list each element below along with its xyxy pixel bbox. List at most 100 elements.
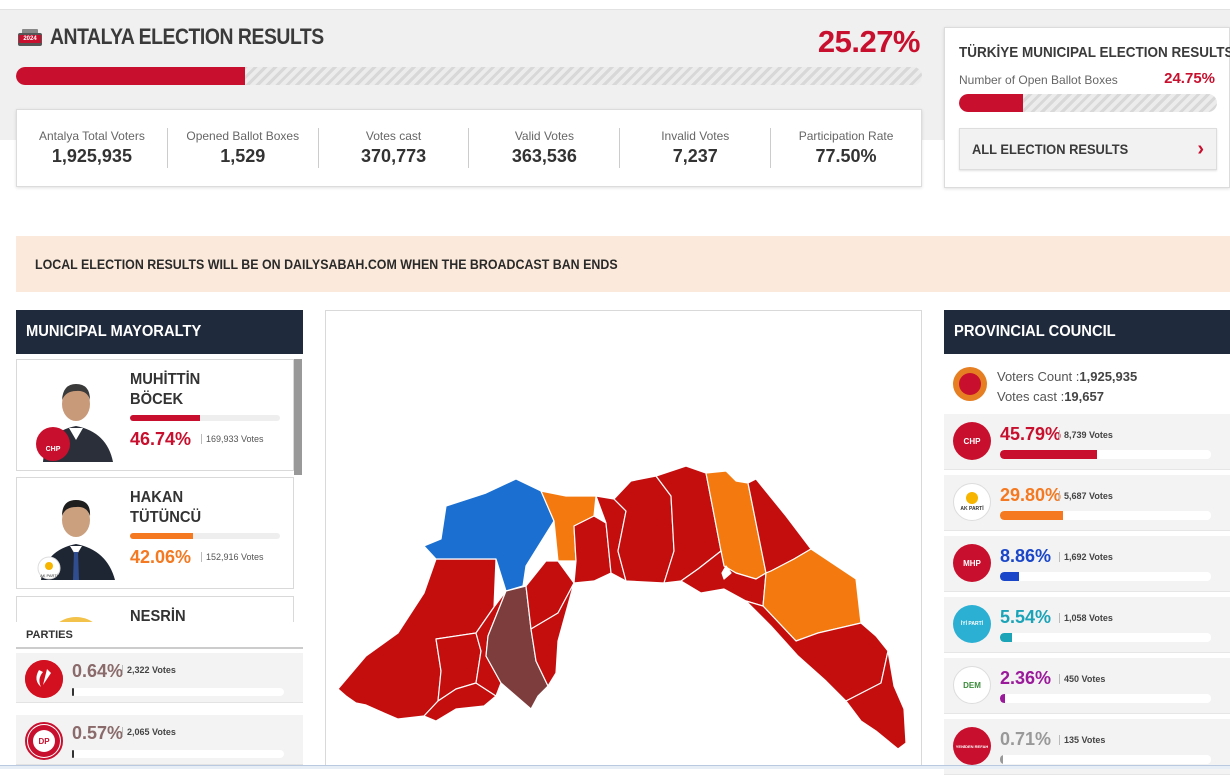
header-progress-bar <box>16 67 922 85</box>
party-vote-bar <box>72 688 284 696</box>
turkiye-progress-bar <box>959 94 1217 112</box>
window-bottom-edge <box>0 765 1230 769</box>
council-vote-bar <box>1000 694 1211 703</box>
turkiye-subtitle: Number of Open Ballot Boxes <box>959 73 1118 87</box>
party-vote-bar <box>72 750 284 758</box>
stat-participation-rate: Participation Rate 77.50% <box>798 129 894 166</box>
yeniden-refah-logo-icon: YENİDEN REFAH <box>953 727 991 765</box>
candidate-votes: 169,933 Votes <box>201 434 264 444</box>
party-vote-bar-fill <box>72 750 75 758</box>
map-district-konyaalti <box>573 515 612 584</box>
candidate-name: HAKAN TÜTÜNCÜ <box>130 489 202 526</box>
svg-text:DP: DP <box>38 737 50 746</box>
council-party-percent: 0.71% <box>1000 729 1052 749</box>
council-party-votes: 1,692 Votes <box>1059 552 1113 562</box>
candidate-photo: AK PARTİ <box>37 500 115 580</box>
party-percent: 0.64% <box>72 661 124 681</box>
council-party-votes: 1,058 Votes <box>1059 613 1113 623</box>
council-party-row[interactable]: İYİ PARTİ 5.54% 1,058 Votes <box>944 597 1230 653</box>
party-logo-icon <box>25 660 63 698</box>
candidate-name: NESRİN <box>130 608 186 625</box>
candidate-vote-bar <box>130 415 280 421</box>
mayoralty-scrollbar[interactable] <box>294 359 302 475</box>
council-vote-bar <box>1000 511 1211 520</box>
council-vote-bar-fill <box>1000 511 1063 520</box>
dem-parti-logo-icon: DEM <box>953 666 991 704</box>
all-election-results-button[interactable]: ALL ELECTION RESULTS › <box>959 128 1217 170</box>
turkiye-progress-fill <box>959 94 1023 112</box>
turkiye-percent: 24.75% <box>1164 70 1215 87</box>
council-party-row[interactable]: AK PARTİ 29.80% 5,687 Votes <box>944 475 1230 531</box>
turkiye-title: TÜRKİYE MUNICIPAL ELECTION RESULTS <box>959 44 1230 61</box>
map-district-aksu <box>613 475 675 584</box>
svg-text:AK PARTİ: AK PARTİ <box>40 573 58 578</box>
council-party-percent: 8.86% <box>1000 546 1052 566</box>
council-vote-bar <box>1000 633 1211 642</box>
council-party-row[interactable]: DEM 2.36% 450 Votes <box>944 658 1230 714</box>
party-row[interactable]: DP 0.57% 2,065 Votes <box>16 715 303 765</box>
provincial-voters-count: Voters Count :1,925,935 <box>997 369 1138 384</box>
map-district-east-coast <box>845 650 907 750</box>
national-seal-icon <box>953 367 987 401</box>
stat-valid-votes: Valid Votes 363,536 <box>469 128 621 168</box>
council-vote-bar-fill <box>1000 572 1019 581</box>
council-party-votes: 8,739 Votes <box>1059 430 1113 440</box>
council-vote-bar-fill <box>1000 694 1005 703</box>
council-party-row[interactable]: CHP 45.79% 8,739 Votes <box>944 414 1230 470</box>
candidate-percent: 46.74% <box>130 429 192 449</box>
iyi-parti-logo-icon: İYİ PARTİ <box>953 605 991 643</box>
council-vote-bar-fill <box>1000 755 1004 764</box>
council-vote-bar <box>1000 755 1211 764</box>
council-vote-bar <box>1000 450 1211 459</box>
council-party-votes: 5,687 Votes <box>1059 491 1113 501</box>
chevron-right-icon: › <box>1197 137 1204 160</box>
candidate-percent: 42.06% <box>130 547 192 567</box>
district-map[interactable] <box>325 310 922 769</box>
svg-text:CHP: CHP <box>46 446 61 453</box>
council-vote-bar <box>1000 572 1211 581</box>
turkiye-results-card: TÜRKİYE MUNICIPAL ELECTION RESULTS Numbe… <box>944 27 1230 188</box>
stats-card: Antalya Total Voters 1,925,935 Opened Bal… <box>16 109 922 187</box>
council-vote-bar-fill <box>1000 633 1012 642</box>
provincial-council-heading: PROVINCIAL COUNCIL <box>944 310 1230 354</box>
provincial-council-info: Voters Count :1,925,935 Votes cast :19,6… <box>944 354 1230 414</box>
council-party-votes: 135 Votes <box>1059 735 1105 745</box>
council-party-votes: 450 Votes <box>1059 674 1105 684</box>
candidate-card[interactable]: AK PARTİ HAKAN TÜTÜNCÜ 42.06% 152,916 Vot… <box>16 477 294 589</box>
stat-votes-cast: Votes cast 370,773 <box>319 128 470 168</box>
page-header: 2024 ANTALYA ELECTION RESULTS <box>16 24 361 50</box>
broadcast-ban-banner: LOCAL ELECTION RESULTS WILL BE ON DAILYS… <box>16 236 1230 292</box>
candidate-vote-bar <box>130 533 280 539</box>
council-party-percent: 45.79% <box>1000 424 1062 444</box>
party-row[interactable]: 0.64% 2,322 Votes <box>16 653 303 703</box>
antalya-district-map-svg <box>337 465 907 750</box>
party-votes: 2,322 Votes <box>122 665 176 675</box>
map-district-lake <box>721 565 732 580</box>
map-district-kemer-south <box>530 582 575 687</box>
ballot-box-icon: 2024 <box>16 26 44 48</box>
candidate-vote-bar-fill <box>130 533 194 539</box>
mhp-logo-icon: MHP <box>953 544 991 582</box>
candidate-name: MUHİTTİN BÖCEK <box>130 371 201 408</box>
stat-opened-boxes: Opened Ballot Boxes 1,529 <box>168 128 319 168</box>
stat-total-voters: Antalya Total Voters 1,925,935 <box>17 128 168 168</box>
provincial-votes-cast: Votes cast :19,657 <box>997 389 1104 404</box>
party-percent: 0.57% <box>72 723 124 743</box>
council-party-row[interactable]: MHP 8.86% 1,692 Votes <box>944 536 1230 592</box>
ak-parti-logo-icon: AK PARTİ <box>953 483 991 521</box>
party-vote-bar-fill <box>72 688 75 696</box>
council-party-percent: 5.54% <box>1000 607 1052 627</box>
stat-invalid-votes: Invalid Votes 7,237 <box>620 128 772 168</box>
candidate-card[interactable]: CHP MUHİTTİN BÖCEK 46.74% 169,933 Votes <box>16 359 294 471</box>
chp-logo-icon: CHP <box>953 422 991 460</box>
page-title: ANTALYA ELECTION RESULTS <box>50 24 324 49</box>
header-percent: 25.27% <box>817 24 921 59</box>
council-party-percent: 29.80% <box>1000 485 1062 505</box>
council-vote-bar-fill <box>1000 450 1097 459</box>
candidate-votes: 152,916 Votes <box>201 552 264 562</box>
party-votes: 2,065 Votes <box>122 727 176 737</box>
council-party-percent: 2.36% <box>1000 668 1052 688</box>
candidate-vote-bar-fill <box>130 415 201 421</box>
parties-heading: PARTIES <box>16 622 303 649</box>
candidate-photo: CHP <box>36 384 113 462</box>
